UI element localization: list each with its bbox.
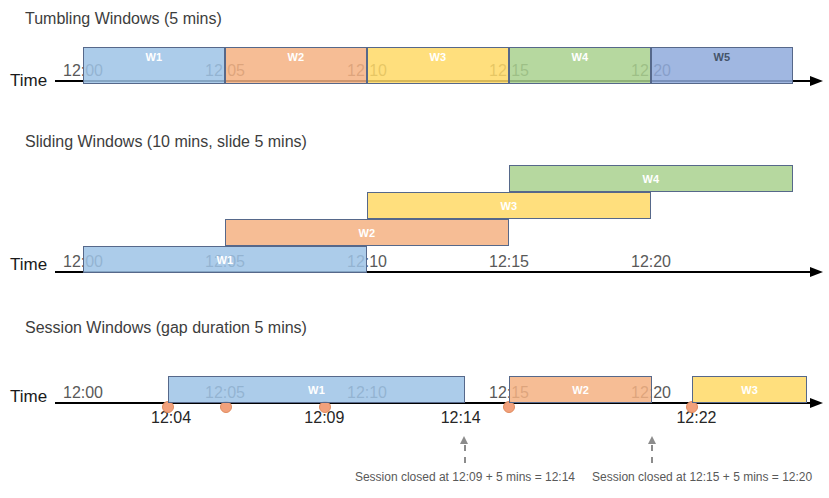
axis-arrow-icon: [810, 267, 823, 277]
time-axis-label: Time: [10, 71, 47, 91]
window-label: W3: [500, 200, 517, 212]
up-arrow-icon: [648, 436, 656, 444]
window-label: W1: [145, 51, 162, 63]
window-label: W4: [571, 51, 588, 63]
window-w2: W2: [225, 219, 509, 246]
window-w4: W4: [509, 165, 793, 192]
session-closed-annotation: Session closed at 12:15 + 5 mins = 12:20: [592, 470, 812, 484]
axis-tick-label: 12:20: [631, 253, 671, 271]
window-w4: W4: [509, 47, 651, 84]
window-label: W1: [308, 384, 325, 396]
session-section-title: Session Windows (gap duration 5 mins): [25, 319, 307, 337]
window-label: W3: [429, 51, 446, 63]
window-w1: W1: [83, 246, 367, 273]
window-label: W2: [287, 51, 304, 63]
window-w1: W1: [83, 47, 225, 84]
axis-arrow-icon: [810, 398, 823, 408]
up-arrow-icon: [460, 436, 468, 444]
session-closed-annotation: Session closed at 12:09 + 5 mins = 12:14: [355, 470, 575, 484]
tumbling-section-title: Tumbling Windows (5 mins): [25, 10, 222, 28]
windowing-diagram: Tumbling Windows (5 mins) Time 12:0012:0…: [0, 0, 829, 498]
window-w3: W3: [367, 192, 651, 219]
window-label: W2: [358, 227, 375, 239]
sliding-section-title: Sliding Windows (10 mins, slide 5 mins): [25, 133, 307, 151]
window-w5: W5: [651, 47, 793, 84]
window-w2: W2: [509, 376, 652, 403]
window-w3: W3: [692, 376, 807, 403]
window-label: W1: [216, 254, 233, 266]
axis-tick-label: 12:00: [63, 384, 103, 402]
time-axis-label: Time: [10, 387, 47, 407]
time-axis-label: Time: [10, 255, 47, 275]
window-label: W3: [741, 384, 758, 396]
window-w2: W2: [225, 47, 367, 84]
window-label: W2: [572, 384, 589, 396]
axis-tick-label: 12:15: [489, 253, 529, 271]
window-label: W5: [713, 51, 730, 63]
window-label: W4: [642, 173, 659, 185]
up-arrow-stem: [651, 445, 653, 463]
up-arrow-stem: [464, 445, 466, 463]
window-w3: W3: [367, 47, 509, 84]
axis-arrow-icon: [810, 76, 823, 86]
event-time-label: 12:14: [441, 409, 481, 427]
event-time-label: 12:22: [676, 409, 716, 427]
window-w1: W1: [168, 376, 465, 403]
